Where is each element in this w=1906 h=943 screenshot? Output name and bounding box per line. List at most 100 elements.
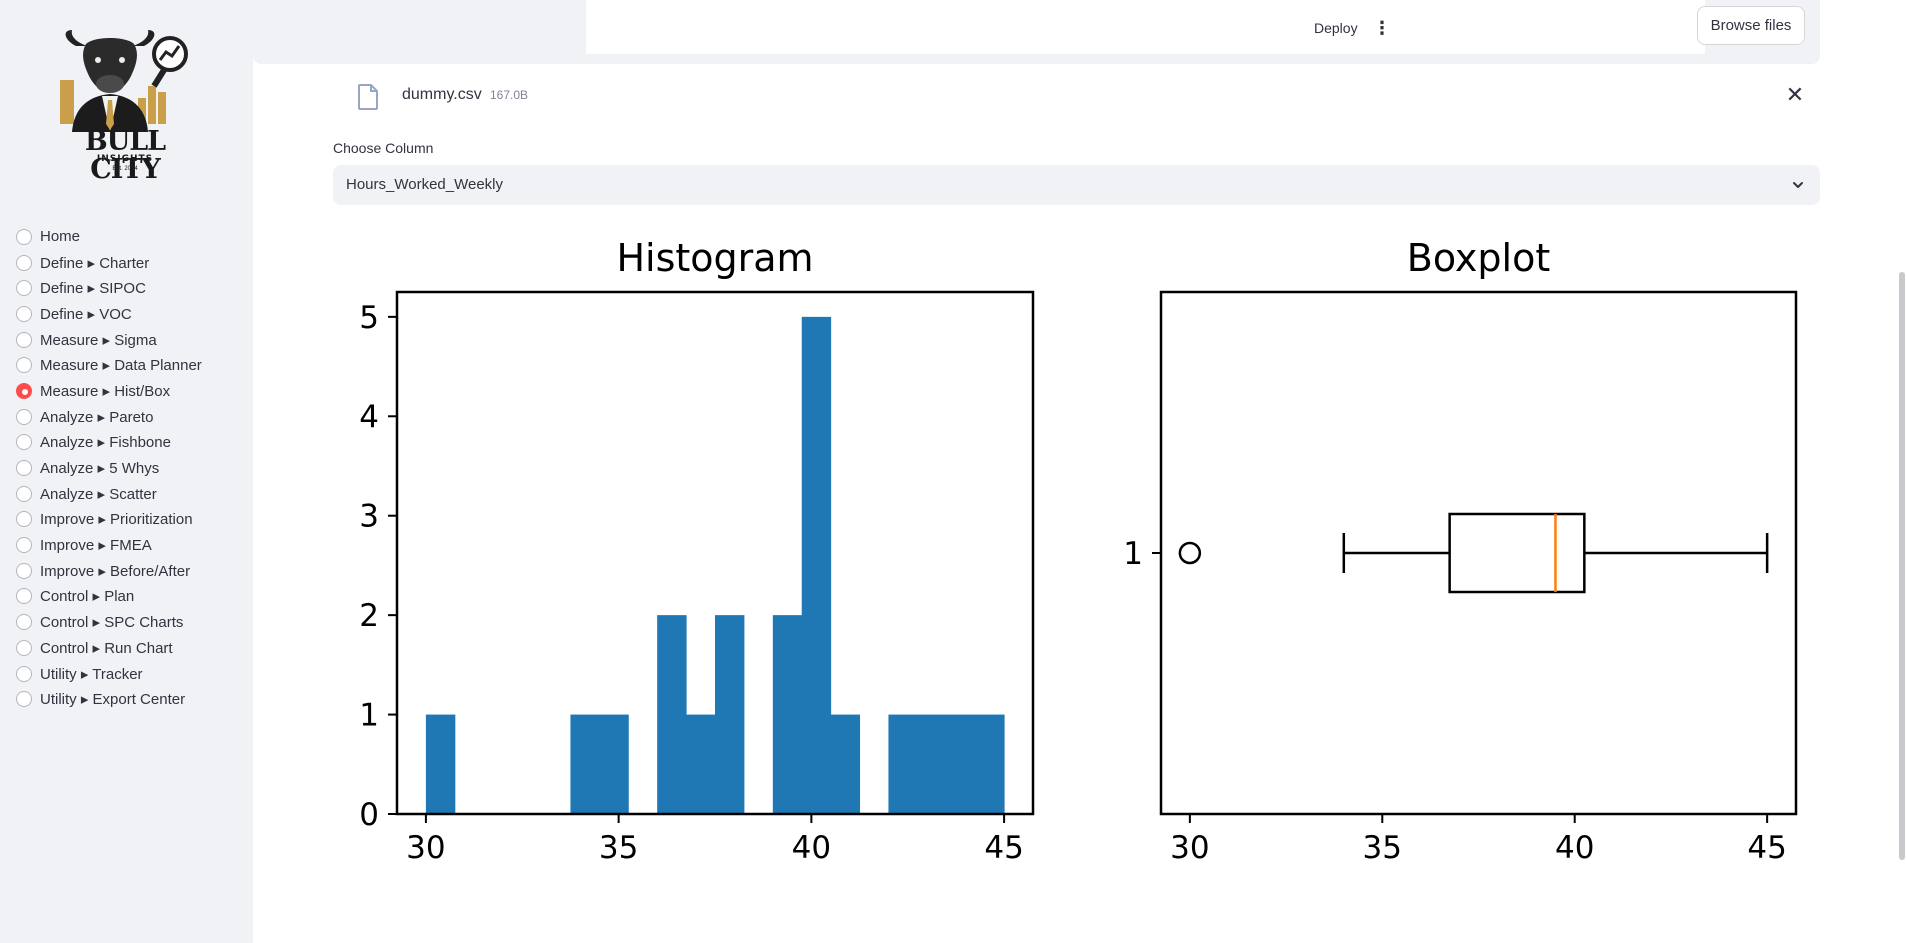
nav-item-label: Define ▸ Charter [40, 254, 150, 272]
chevron-down-icon [1793, 182, 1803, 188]
histogram-bar [946, 714, 976, 814]
logo-established: Est. 2024 [112, 166, 138, 172]
uploaded-file-size: 167.0B [490, 88, 529, 102]
radio-icon[interactable] [16, 305, 32, 322]
nav-item-label: Control ▸ SPC Charts [40, 614, 184, 632]
nav-item-label: Improve ▸ Before/After [40, 562, 191, 580]
histogram-x-tick-label: 30 [406, 830, 445, 866]
radio-icon[interactable] [16, 614, 32, 631]
file-uploader-dropzone [253, 0, 1820, 64]
nav-item[interactable]: Analyze ▸ Fishbone [16, 430, 202, 456]
histogram-y-tick-label: 3 [359, 499, 379, 535]
radio-icon[interactable] [16, 691, 32, 708]
app-toolbar [586, 0, 1705, 54]
nav-item[interactable]: Utility ▸ Tracker [16, 661, 202, 687]
nav-item-label: Control ▸ Run Chart [40, 639, 173, 657]
histogram-y-tick-label: 2 [359, 598, 379, 634]
histogram-bar [975, 714, 1005, 814]
column-select[interactable]: Hours_Worked_Weekly [333, 165, 1820, 205]
histogram-x-tick-label: 35 [599, 830, 638, 866]
nav-item-label: Improve ▸ Prioritization [40, 511, 193, 529]
nav-item-label: Analyze ▸ Pareto [40, 408, 154, 426]
radio-icon[interactable] [16, 228, 32, 245]
histogram-bar [772, 615, 803, 814]
radio-icon[interactable] [16, 665, 32, 682]
nav-item[interactable]: Home [16, 224, 202, 250]
histogram-bar [715, 615, 745, 814]
radio-icon[interactable] [16, 485, 32, 502]
radio-icon[interactable] [16, 280, 32, 297]
histogram-bar [917, 714, 947, 814]
nav-item[interactable]: Analyze ▸ Pareto [16, 404, 202, 430]
radio-icon[interactable] [16, 562, 32, 579]
radio-icon[interactable] [16, 588, 32, 605]
histogram-title: Histogram [616, 236, 813, 280]
nav-item-label: Analyze ▸ 5 Whys [40, 460, 160, 478]
page-navigation-radio-group: Home Define ▸ Charter Define ▸ SIPOC Define… [16, 224, 202, 712]
nav-item-label: Measure ▸ Sigma [40, 331, 157, 349]
histogram-y-tick-label: 1 [359, 698, 379, 734]
deploy-button[interactable]: Deploy [1314, 20, 1358, 36]
radio-icon[interactable] [16, 331, 32, 348]
boxplot-title: Boxplot [1407, 236, 1550, 280]
histogram-bar [657, 615, 687, 814]
browse-files-button[interactable]: Browse files [1697, 6, 1805, 45]
uploaded-file-row: dummy.csv 167.0B ✕ [333, 76, 1820, 118]
boxplot-box [1448, 512, 1586, 594]
radio-icon[interactable] [16, 434, 32, 451]
nav-item[interactable]: Utility ▸ Export Center [16, 686, 202, 712]
nav-item[interactable]: Measure ▸ Data Planner [16, 352, 202, 378]
bull-logo-graphic [60, 30, 188, 132]
radio-icon[interactable] [16, 254, 32, 271]
nav-item-label: Control ▸ Plan [40, 588, 135, 606]
histogram-bar [830, 714, 861, 814]
remove-file-close-icon[interactable]: ✕ [1785, 82, 1805, 107]
boxplot-x-tick-label: 30 [1170, 830, 1209, 866]
nav-item[interactable]: Control ▸ Run Chart [16, 635, 202, 661]
histogram-bar [888, 714, 918, 814]
nav-item-label: Utility ▸ Export Center [40, 691, 186, 709]
kebab-menu-icon[interactable]: ⋮ [1373, 18, 1391, 38]
nav-item[interactable]: Define ▸ SIPOC [16, 275, 202, 301]
radio-icon[interactable] [16, 639, 32, 656]
sidebar: BULL CITY INSIGHTS Est. 2024 Home Define … [0, 0, 253, 943]
nav-item-label: Analyze ▸ Fishbone [40, 434, 171, 452]
logo-subtitle: INSIGHTS [96, 154, 154, 164]
radio-selected-icon[interactable] [16, 382, 32, 399]
nav-item[interactable]: Improve ▸ Before/After [16, 558, 202, 584]
nav-item[interactable]: Control ▸ SPC Charts [16, 609, 202, 635]
nav-item[interactable]: Define ▸ VOC [16, 301, 202, 327]
nav-item[interactable]: Measure ▸ Sigma [16, 327, 202, 353]
nav-item[interactable]: Measure ▸ Hist/Box [16, 378, 202, 404]
nav-item[interactable]: Improve ▸ Prioritization [16, 507, 202, 533]
boxplot-x-tick-label: 45 [1747, 830, 1786, 866]
nav-item[interactable]: Improve ▸ FMEA [16, 532, 202, 558]
logo-wordmark: BULL CITY [84, 126, 166, 185]
histogram-x-tick-label: 40 [792, 830, 831, 866]
histogram-y-tick-label: 0 [359, 797, 379, 833]
nav-item-label: Home [40, 228, 81, 246]
boxplot-x-tick-label: 40 [1555, 830, 1594, 866]
nav-item[interactable]: Control ▸ Plan [16, 584, 202, 610]
page-scrollbar[interactable] [1899, 272, 1905, 860]
nav-item[interactable]: Analyze ▸ 5 Whys [16, 455, 202, 481]
radio-icon[interactable] [16, 537, 32, 554]
nav-item[interactable]: Define ▸ Charter [16, 250, 202, 276]
radio-icon[interactable] [16, 511, 32, 528]
histogram-bar [599, 714, 629, 814]
nav-item-label: Define ▸ SIPOC [40, 280, 146, 298]
histogram-x-tick-label: 45 [984, 830, 1023, 866]
radio-icon[interactable] [16, 460, 32, 477]
histogram-y-tick-label: 5 [359, 300, 379, 336]
nav-item-label: Define ▸ VOC [40, 305, 132, 323]
radio-icon[interactable] [16, 357, 32, 374]
histogram-bar [686, 714, 716, 814]
boxplot-y-tick-label: 1 [1123, 536, 1143, 572]
nav-item[interactable]: Analyze ▸ Scatter [16, 481, 202, 507]
histogram-bar [425, 714, 456, 814]
nav-item-label: Analyze ▸ Scatter [40, 485, 157, 503]
radio-icon[interactable] [16, 408, 32, 425]
nav-item-label: Measure ▸ Data Planner [40, 357, 202, 375]
file-icon [358, 84, 378, 110]
